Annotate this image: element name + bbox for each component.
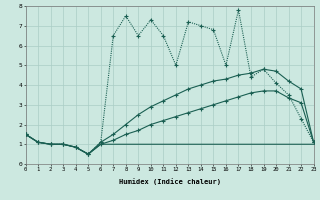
- X-axis label: Humidex (Indice chaleur): Humidex (Indice chaleur): [119, 178, 220, 185]
